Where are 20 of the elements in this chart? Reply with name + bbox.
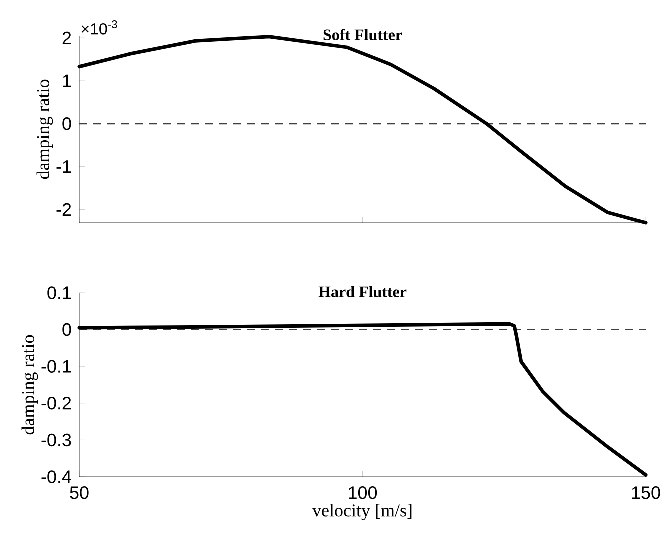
y-tick-label: -2: [56, 203, 72, 216]
chart-title: Soft Flutter: [324, 29, 402, 40]
chart-title: Hard Flutter: [318, 286, 407, 298]
y-axis-title: damping ratio: [36, 80, 54, 180]
y-axis-title: damping ratio: [22, 335, 38, 435]
y-tick-label: -1: [56, 160, 72, 173]
text: ×10$^{-3}$: [82, 20, 118, 35]
x-axis-title: velocity [m/s]: [312, 504, 412, 520]
y-tick-label: 0.1: [48, 286, 72, 300]
x-tick-label: 50: [70, 486, 89, 500]
y-tick-label: -0.4: [42, 470, 72, 484]
y-tick-label: -0.1: [42, 360, 72, 373]
y-tick-label: 1: [63, 74, 72, 88]
x-tick-label: 150: [632, 486, 660, 500]
y-tick-label: 2: [62, 32, 72, 44]
y-tick-label: -0.3: [42, 434, 72, 447]
x-tick-label: 100: [349, 486, 378, 500]
y-tick-label: 0: [62, 323, 72, 336]
y-tick-label: -0.2: [42, 397, 72, 410]
y-tick-label: 0: [62, 118, 72, 130]
